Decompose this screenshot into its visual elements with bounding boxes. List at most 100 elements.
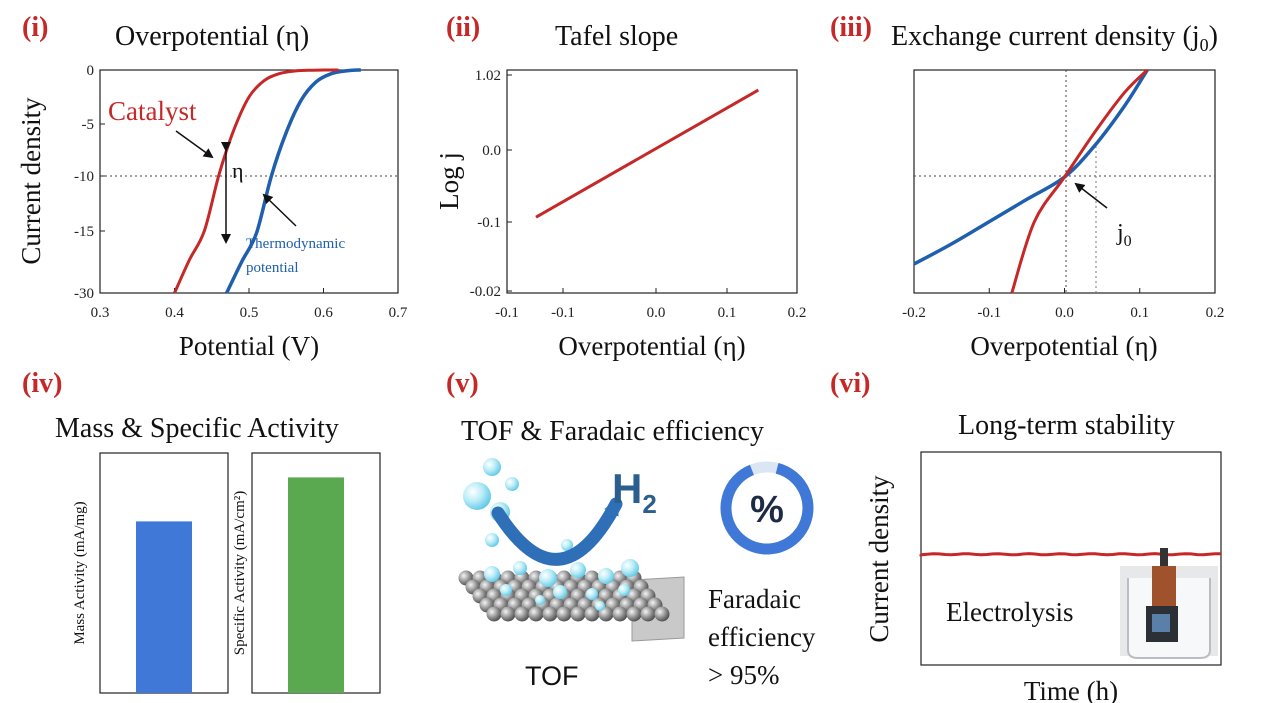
panel-title: Overpotential (η) [115,21,309,52]
x-ticks: -0.2 -0.1 0.0 0.1 0.2 [902,288,1224,321]
y-tick-label: -0.1 [477,215,501,231]
x-tick-label: -0.1 [551,305,575,321]
bubble [598,568,614,584]
panel-exchange-current: (iii) Exchange current density (j0) -0.2… [830,12,1224,361]
panel-mass-specific-activity: (iv) Mass & Specific Activity Mass Activ… [22,368,381,694]
electrode-holder [1152,566,1176,610]
gauge-arc [720,462,814,555]
y-axis-label: Current density [864,475,894,643]
bubble [485,533,499,547]
x-axis-label: Potential (V) [179,331,319,361]
x-ticks: 0.3 0.4 0.5 0.6 0.7 [91,288,408,321]
atom [612,606,628,622]
plot-frame [506,69,798,294]
surface-bubbles [484,559,639,611]
panel-tag: (v) [446,368,479,399]
reaction-arrow [491,497,623,566]
annotation-potential: potential [246,260,299,276]
plot-frame [913,69,1216,294]
y-tick-label: -15 [74,224,94,240]
bubble [570,562,586,578]
atom [500,606,516,622]
panel-title: TOF & Faradaic efficiency [461,416,764,447]
annotation-eta: η [232,158,244,183]
bar-mass-activity [136,521,192,693]
plot-frame [920,451,1222,666]
j0-pointer-arrow [1074,182,1108,209]
x-axis-label: Time (h) [1024,676,1118,703]
faradaic-gauge: % [720,461,814,555]
x-ticks: -0.1 -0.1 0.0 0.1 0.2 [495,288,806,321]
bubble [513,561,527,575]
panel-tafel: (ii) Tafel slope -0.1 -0.1 0.0 0.1 0.2 1.02 0… [434,12,806,361]
bubble [484,566,500,582]
rising-bubbles [463,458,573,551]
x-tick-label: 0.1 [718,305,737,321]
bubble [483,458,501,476]
atom [654,606,670,622]
bubble [539,569,557,587]
panel-stability: (vi) Long-term stability Electrolysis Ti… [830,368,1222,703]
fe-line1: Faradaic [708,584,801,614]
panel-title: Exchange current density (j0) [891,21,1218,55]
bubble [618,584,630,596]
y-tick-label: 0.0 [482,143,501,159]
x-tick-label: 0.7 [389,305,408,321]
atom [626,606,642,622]
bubble [535,595,545,605]
y-tick-label: -5 [82,117,95,133]
x-tick-label: 0.0 [647,305,666,321]
x-tick-label: 0.1 [1130,305,1149,321]
series-line-thermodynamic [225,68,361,294]
bubble [463,482,491,510]
atom [570,606,586,622]
x-tick-label: 0.3 [91,305,110,321]
panel-tag: (iv) [22,368,62,399]
panel-overpotential: (i) Overpotential (η) 0.3 0.4 0.5 0.6 0.7 0 -… [16,12,408,361]
catalyst-surface-illustration [458,559,685,642]
annotation-j0: j0 [1116,220,1132,250]
series-line-catalyst [1010,68,1149,294]
bubble [500,584,512,596]
electrolysis-cell-illustration [1120,548,1218,659]
x-tick-label: 0.5 [240,305,259,321]
atom [514,606,530,622]
bubble [553,585,567,599]
x-tick-label: -0.1 [495,305,519,321]
series-line-catalyst [173,68,339,294]
atom [528,606,544,622]
x-axis-label: Overpotential (η) [970,331,1157,361]
y-axis-label: Log j [434,152,464,210]
y-axis-label-mass: Mass Activity (mA/mg) [72,501,88,644]
panel-tof-faradaic: (v) TOF & Faradaic efficiency H2 % Farad… [446,368,816,691]
x-axis-label: Overpotential (η) [558,331,745,361]
percent-icon: % [750,489,784,531]
electrolysis-label: Electrolysis [946,597,1073,627]
atom [542,606,558,622]
y-axis-label-specific: Specific Activity (mA/cm²) [232,491,248,655]
thermo-pointer-arrow [262,193,297,227]
x-tick-label: 0.0 [1055,305,1074,321]
bubble [586,588,598,600]
y-ticks: 1.02 0.0 -0.1 -0.02 [470,68,512,300]
x-tick-label: 0.2 [788,305,807,321]
bubble [621,559,639,577]
fe-line3: > 95% [708,660,779,690]
annotation-catalyst: Catalyst [108,96,197,126]
y-tick-label: 1.02 [475,68,501,84]
bubble [561,539,573,551]
catalyst-pointer-arrow [175,130,214,159]
bar-specific-activity [288,477,344,693]
y-ticks: 0 -5 -10 -15 -30 [74,63,105,302]
series-line-stability [919,552,1222,557]
y-tick-label: -0.02 [470,284,501,300]
panel-title: Long-term stability [958,410,1175,441]
atom [584,606,600,622]
panel-title: Mass & Specific Activity [55,413,339,444]
atom [640,606,656,622]
x-tick-label: 0.6 [314,305,333,321]
x-tick-label: 0.2 [1206,305,1225,321]
fe-line2: efficiency [708,622,816,652]
panel-tag: (iii) [830,12,872,43]
